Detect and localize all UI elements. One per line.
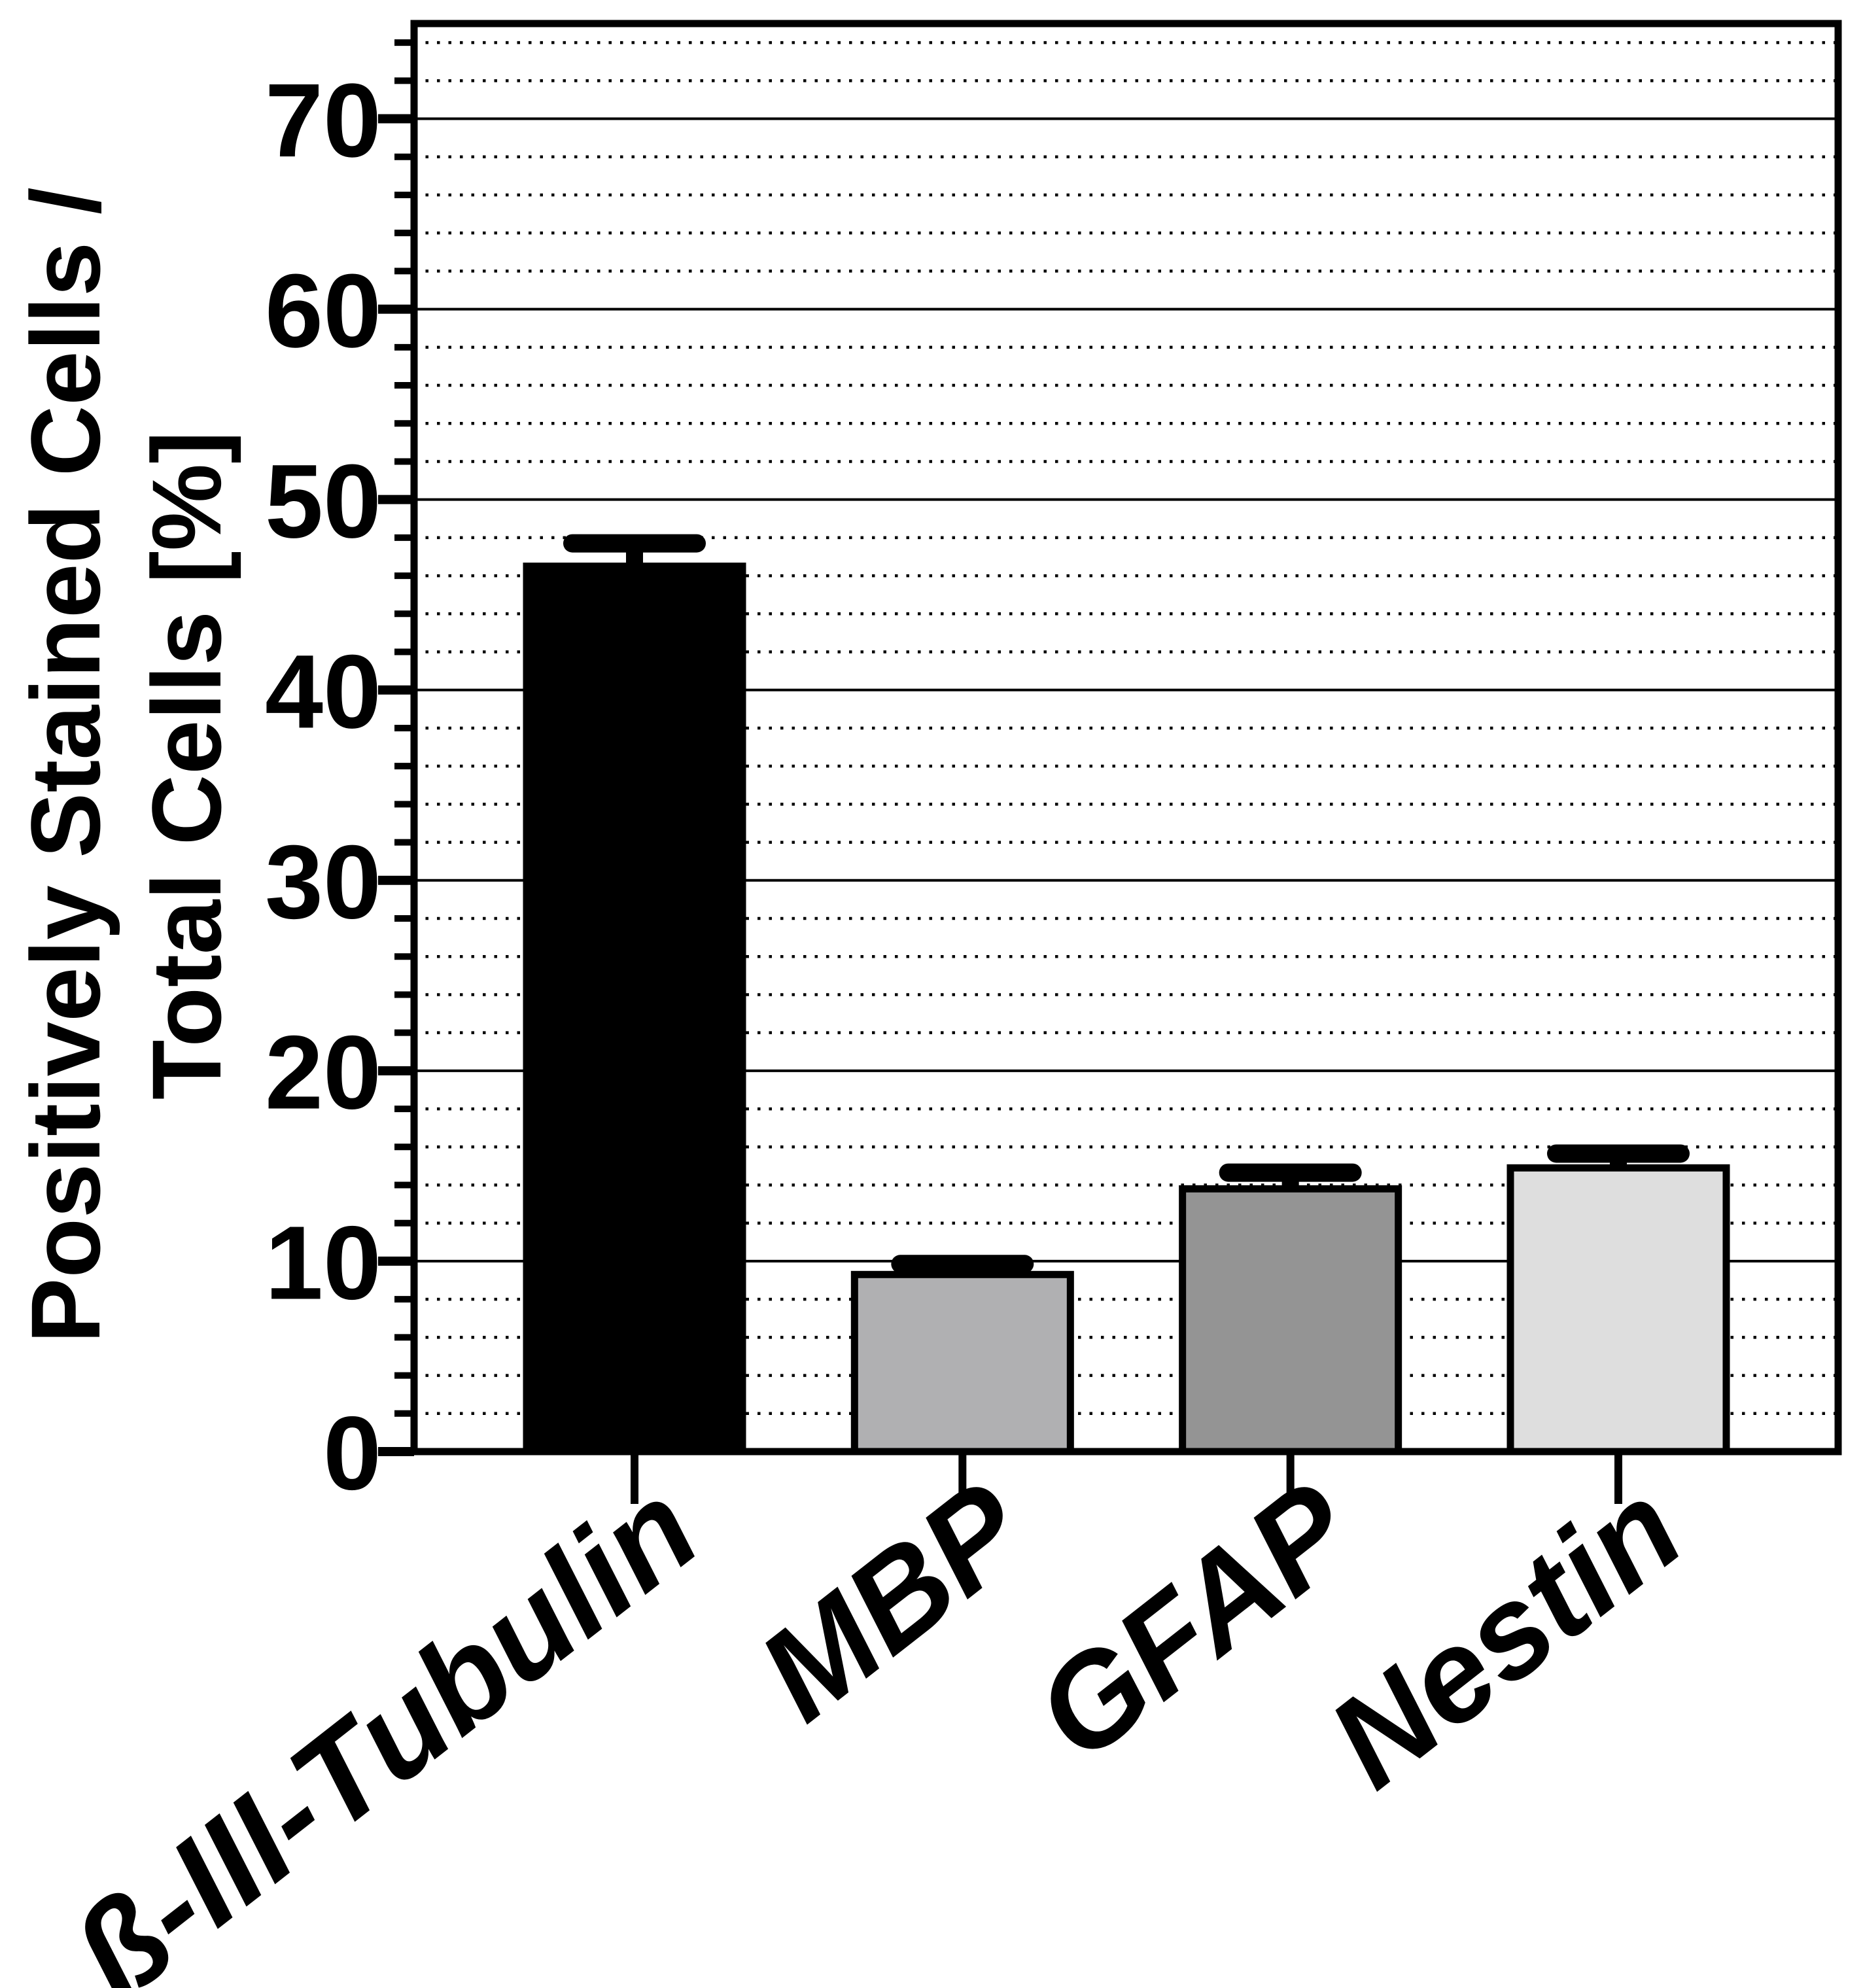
y-tick-label-20: 20 — [265, 1013, 381, 1130]
y-tick-label-30: 30 — [265, 823, 381, 940]
bar-3 — [1506, 1164, 1730, 1456]
bar-2 — [1179, 1185, 1402, 1456]
y-tick-label-50: 50 — [265, 442, 381, 559]
y-tick-label-0: 0 — [323, 1395, 381, 1512]
x-category-label-1: MBP — [733, 1454, 1052, 1749]
x-category-label-3: Nestin — [1303, 1454, 1708, 1815]
y-tick-label-60: 60 — [265, 252, 381, 369]
y-axis-title: Positively Stained Cells / Total Cells [%… — [10, 187, 241, 1343]
y-axis-title-line-2: Total Cells [%] — [131, 431, 241, 1100]
y-axis-title-line-1: Positively Stained Cells / — [10, 187, 120, 1343]
bar-0 — [523, 563, 746, 1456]
y-tick-label-40: 40 — [265, 633, 381, 750]
x-category-label-0: ß-III-Tubulin — [46, 1454, 724, 1988]
x-category-label-2: GFAP — [1009, 1454, 1380, 1788]
bar-1 — [850, 1270, 1074, 1456]
y-tick-label-70: 70 — [265, 61, 381, 179]
y-tick-label-10: 10 — [265, 1204, 381, 1321]
plot-frame — [410, 20, 1842, 1456]
